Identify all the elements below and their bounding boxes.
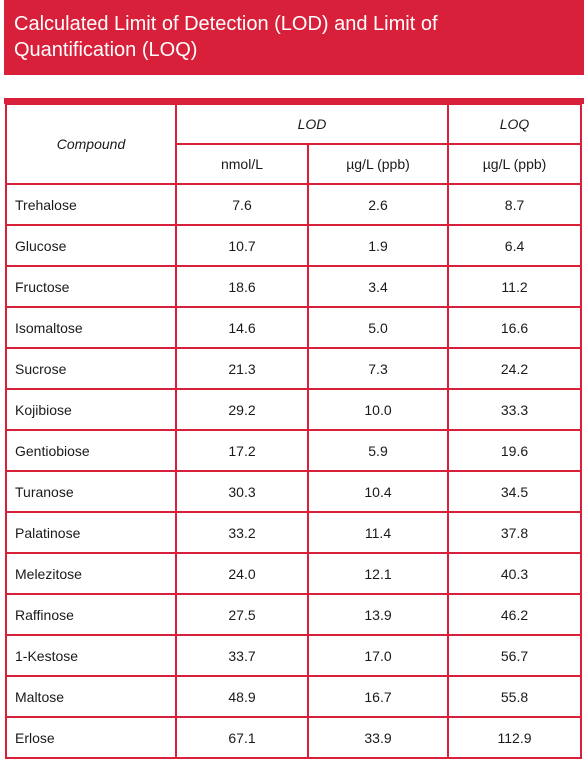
table-row: Sucrose 21.3 7.3 24.2 <box>5 347 583 390</box>
header-row-1: Compound LOD LOQ <box>5 103 583 185</box>
compound-cell: Isomaltose <box>5 306 177 349</box>
compound-cell: Kojibiose <box>5 388 177 431</box>
title-banner: Calculated Limit of Detection (LOD) and … <box>4 0 584 75</box>
lod-ugl-cell: 7.3 <box>306 347 450 390</box>
lod-nmol-cell: 48.9 <box>175 675 309 718</box>
lod-ugl-cell: 5.9 <box>306 429 450 472</box>
lod-nmol-cell: 67.1 <box>175 716 309 759</box>
title-line-2: Quantification (LOQ) <box>14 39 198 61</box>
lod-ugl-cell: 16.7 <box>306 675 450 718</box>
lod-nmol-cell: 33.7 <box>175 634 309 677</box>
table-row: 1-Kestose 33.7 17.0 56.7 <box>5 634 583 677</box>
header-loq: LOQ <box>447 103 583 145</box>
header-unit-nmol: nmol/L <box>175 143 309 185</box>
table-row: Raffinose 27.5 13.9 46.2 <box>5 593 583 636</box>
lod-nmol-cell: 17.2 <box>175 429 309 472</box>
lod-ugl-cell: 13.9 <box>306 593 450 636</box>
table-row: Turanose 30.3 10.4 34.5 <box>5 470 583 513</box>
loq-ugl-cell: 8.7 <box>447 183 583 226</box>
header-unit-lod-ugl: µg/L (ppb) <box>306 143 450 185</box>
table-row: Melezitose 24.0 12.1 40.3 <box>5 552 583 595</box>
compound-cell: Fructose <box>5 265 177 308</box>
lod-nmol-cell: 33.2 <box>175 511 309 554</box>
loq-ugl-cell: 33.3 <box>447 388 583 431</box>
table-row: Glucose 10.7 1.9 6.4 <box>5 224 583 267</box>
compound-cell: Palatinose <box>5 511 177 554</box>
header-compound: Compound <box>5 103 177 185</box>
compound-cell: Glucose <box>5 224 177 267</box>
table-row: Gentiobiose 17.2 5.9 19.6 <box>5 429 583 472</box>
compound-cell: 1-Kestose <box>5 634 177 677</box>
loq-ugl-cell: 11.2 <box>447 265 583 308</box>
lod-ugl-cell: 10.0 <box>306 388 450 431</box>
compound-cell: Melezitose <box>5 552 177 595</box>
lod-ugl-cell: 12.1 <box>306 552 450 595</box>
loq-ugl-cell: 34.5 <box>447 470 583 513</box>
table-row: Fructose 18.6 3.4 11.2 <box>5 265 583 308</box>
loq-ugl-cell: 40.3 <box>447 552 583 595</box>
compound-cell: Turanose <box>5 470 177 513</box>
compound-cell: Maltose <box>5 675 177 718</box>
lod-ugl-cell: 3.4 <box>306 265 450 308</box>
loq-ugl-cell: 55.8 <box>447 675 583 718</box>
lod-nmol-cell: 29.2 <box>175 388 309 431</box>
compound-cell: Trehalose <box>5 183 177 226</box>
table-row: Palatinose 33.2 11.4 37.8 <box>5 511 583 554</box>
lod-ugl-cell: 2.6 <box>306 183 450 226</box>
loq-ugl-cell: 6.4 <box>447 224 583 267</box>
loq-ugl-cell: 46.2 <box>447 593 583 636</box>
page-title: Calculated Limit of Detection (LOD) and … <box>14 11 584 63</box>
table-row: Trehalose 7.6 2.6 8.7 <box>5 183 583 226</box>
header-row-2: nmol/L µg/L (ppb) µg/L (ppb) <box>6 143 583 185</box>
compound-cell: Sucrose <box>5 347 177 390</box>
table-row: Maltose 48.9 16.7 55.8 <box>5 675 583 718</box>
table-row: Isomaltose 14.6 5.0 16.6 <box>5 306 583 349</box>
lod-ugl-cell: 33.9 <box>306 716 450 759</box>
lod-ugl-cell: 17.0 <box>306 634 450 677</box>
loq-ugl-cell: 19.6 <box>447 429 583 472</box>
compound-cell: Erlose <box>5 716 177 759</box>
loq-ugl-cell: 56.7 <box>447 634 583 677</box>
lod-nmol-cell: 18.6 <box>175 265 309 308</box>
lod-nmol-cell: 14.6 <box>175 306 309 349</box>
compound-cell: Gentiobiose <box>5 429 177 472</box>
table-top-rule <box>4 98 584 104</box>
header-lod: LOD <box>174 103 450 145</box>
compound-cell: Raffinose <box>5 593 177 636</box>
lod-nmol-cell: 30.3 <box>175 470 309 513</box>
lod-ugl-cell: 1.9 <box>306 224 450 267</box>
lod-loq-table: Compound LOD LOQ nmol/L µg/L (ppb) µg/L … <box>5 103 583 759</box>
table-row: Erlose 67.1 33.9 112.9 <box>5 716 583 759</box>
lod-nmol-cell: 7.6 <box>175 183 309 226</box>
lod-ugl-cell: 10.4 <box>306 470 450 513</box>
lod-nmol-cell: 24.0 <box>175 552 309 595</box>
header-unit-loq-ugl: µg/L (ppb) <box>447 143 583 185</box>
loq-ugl-cell: 37.8 <box>447 511 583 554</box>
loq-ugl-cell: 112.9 <box>447 716 583 759</box>
table-body: Trehalose 7.6 2.6 8.7 Glucose 10.7 1.9 6.4 Fruct… <box>5 183 583 759</box>
loq-ugl-cell: 16.6 <box>447 306 583 349</box>
title-line-1: Calculated Limit of Detection (LOD) and … <box>14 13 438 35</box>
lod-nmol-cell: 21.3 <box>175 347 309 390</box>
lod-ugl-cell: 11.4 <box>306 511 450 554</box>
lod-nmol-cell: 10.7 <box>175 224 309 267</box>
lod-nmol-cell: 27.5 <box>175 593 309 636</box>
loq-ugl-cell: 24.2 <box>447 347 583 390</box>
table-row: Kojibiose 29.2 10.0 33.3 <box>5 388 583 431</box>
lod-ugl-cell: 5.0 <box>306 306 450 349</box>
